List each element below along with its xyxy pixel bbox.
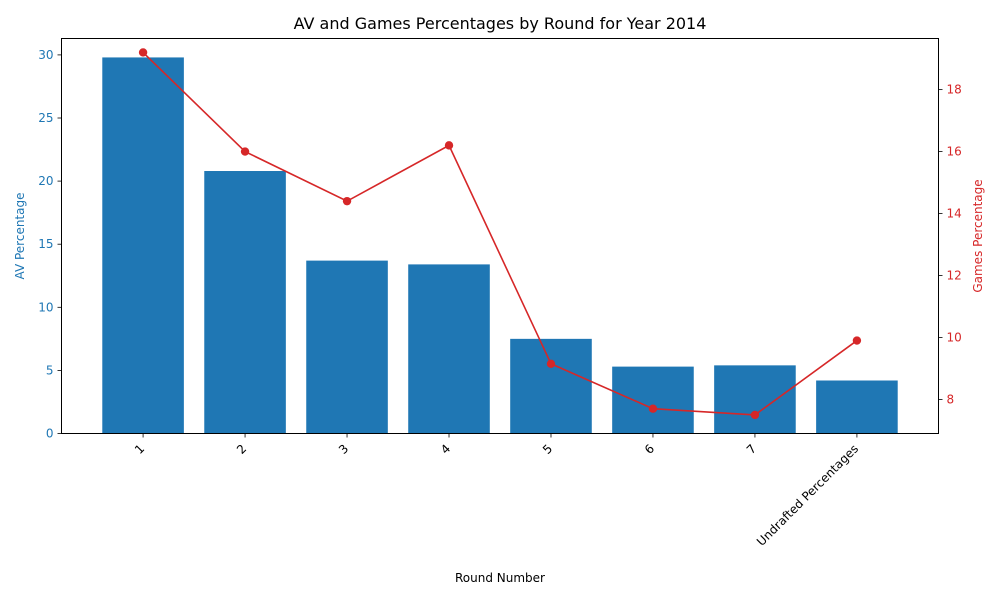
y-left-tick-label: 15: [38, 237, 53, 251]
y-left-axis-ticks: 0 5 10 15 20 25 30: [38, 48, 62, 441]
y-left-tick-label: 25: [38, 111, 53, 125]
bar-8: [816, 380, 898, 434]
x-tick-label: Undrafted Percentages: [754, 442, 861, 549]
y-left-tick-label: 0: [46, 427, 54, 441]
y-left-tick-label: 30: [38, 48, 53, 62]
line-series: [138, 48, 862, 420]
x-tick-label: 3: [336, 442, 351, 457]
games-line: [142, 51, 858, 416]
y-right-tick-label: 10: [947, 330, 962, 344]
x-tick-label: 5: [540, 442, 555, 457]
plot-frame: [61, 38, 939, 434]
axes: [61, 38, 939, 434]
bar-6: [612, 366, 694, 434]
games-point-5: [546, 359, 556, 368]
x-tick-label: 2: [234, 442, 249, 457]
bar-4: [408, 264, 490, 434]
games-point-4: [444, 141, 454, 150]
bar-series: [102, 57, 898, 434]
bar-5: [510, 338, 592, 434]
y-left-axis-label: AV Percentage: [13, 193, 27, 280]
y-right-axis-ticks: 8 10 12 14 16 18: [938, 83, 962, 406]
y-right-tick-label: 14: [947, 207, 962, 221]
y-right-tick-label: 12: [947, 269, 962, 283]
y-left-tick-label: 20: [38, 174, 53, 188]
games-point-2: [240, 147, 250, 156]
y-right-tick-label: 18: [947, 83, 962, 97]
bar-3: [306, 260, 388, 434]
x-tick-label: 7: [744, 442, 759, 457]
y-right-tick-label: 8: [947, 392, 955, 406]
games-point-3: [342, 196, 352, 206]
games-point-8: [852, 336, 862, 345]
games-point-7: [750, 410, 760, 420]
y-left-tick-label: 10: [38, 300, 53, 314]
x-tick-label: 1: [132, 442, 147, 457]
bar-7: [714, 365, 796, 434]
y-left-tick-label: 5: [46, 363, 54, 377]
bar-1: [102, 57, 184, 434]
games-point-1: [138, 48, 148, 57]
bar-2: [204, 171, 286, 434]
y-right-tick-label: 16: [947, 145, 962, 159]
y-right-axis-label: Games Percentage: [971, 179, 985, 292]
x-axis-label: Round Number: [455, 571, 545, 585]
x-tick-label: 6: [642, 442, 657, 457]
chart-title: AV and Games Percentages by Round for Ye…: [294, 14, 707, 33]
x-tick-label: 4: [438, 442, 453, 457]
games-point-6: [648, 404, 658, 413]
